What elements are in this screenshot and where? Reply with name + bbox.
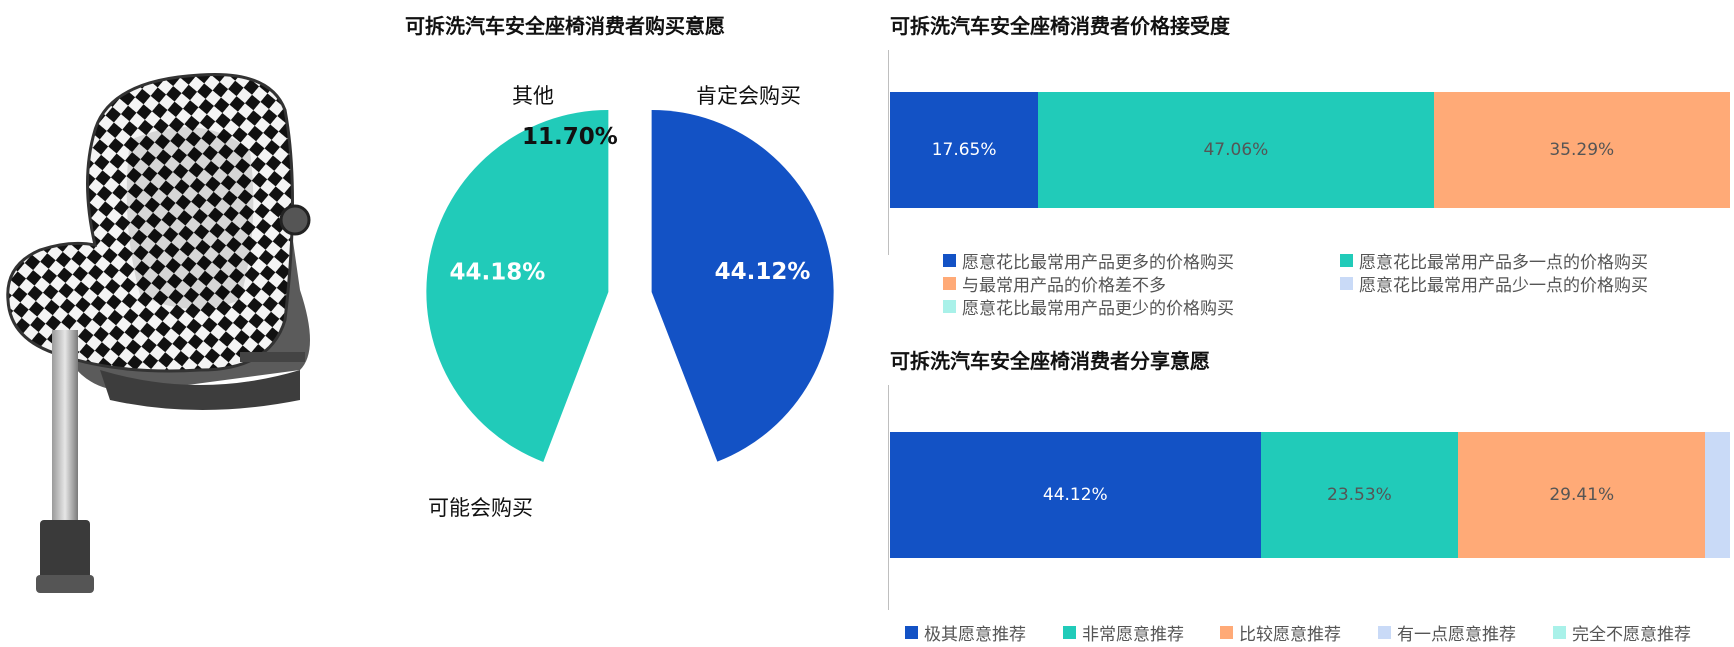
legend1-swatch-1: [1340, 254, 1353, 267]
legend1-label-2: 与最常用产品的价格差不多: [962, 276, 1166, 296]
legend2-item-0: 极其愿意推荐: [905, 620, 1026, 645]
legend1-swatch-3: [1340, 277, 1353, 290]
bar2-segment-0: 44.12%: [890, 432, 1261, 558]
bar1-segment-label-1: 47.06%: [1203, 140, 1269, 160]
pie-slice-0: [651, 109, 834, 462]
purchase-intent-pie: 44.12% 44.18%: [426, 109, 834, 462]
bar1-segment-label-0: 17.65%: [931, 140, 997, 160]
legend2-item-2: 比较愿意推荐: [1220, 620, 1341, 645]
share-willingness-bar: 44.12% 23.53% 29.41%: [890, 432, 1730, 558]
pie-slice-label-2: 44.18%: [450, 259, 546, 285]
legend2-swatch-2: [1220, 626, 1233, 639]
legend1-item-4: 愿意花比最常用产品更少的价格购买: [943, 294, 1234, 319]
bar1-segment-label-2: 35.29%: [1549, 140, 1615, 160]
legend2-swatch-1: [1063, 626, 1076, 639]
bar2-segment-2: 29.41%: [1458, 432, 1706, 558]
bar2-segment-3: [1705, 432, 1730, 558]
legend2-swatch-0: [905, 626, 918, 639]
bar1-segment-0: 17.65%: [890, 92, 1039, 208]
legend1-item-2: 与最常用产品的价格差不多: [943, 271, 1166, 296]
legend2-item-3: 有一点愿意推荐: [1378, 620, 1516, 645]
legend1-swatch-0: [943, 254, 956, 267]
legend2-swatch-3: [1378, 626, 1391, 639]
purchase-intent-title: 可拆洗汽车安全座椅消费者购买意愿: [405, 14, 725, 38]
legend2-label-1: 非常愿意推荐: [1082, 625, 1184, 645]
bar2-segment-1: 23.53%: [1260, 432, 1459, 558]
share-willingness-title: 可拆洗汽车安全座椅消费者分享意愿: [890, 349, 1210, 373]
pie-slice-2: [426, 109, 609, 462]
bar1-segment-1: 47.06%: [1038, 92, 1434, 208]
pie-label-definitely-buy: 肯定会购买: [696, 84, 801, 108]
bar2-segment-label-1: 23.53%: [1327, 485, 1392, 505]
pie-label-other: 其他: [512, 84, 554, 108]
legend2-item-4: 完全不愿意推荐: [1553, 620, 1691, 645]
share-axis-line: [888, 385, 889, 610]
legend1-item-1: 愿意花比最常用产品多一点的价格购买: [1340, 248, 1648, 273]
pie-label-maybe-buy: 可能会购买: [428, 496, 533, 520]
legend2-item-1: 非常愿意推荐: [1063, 620, 1184, 645]
legend2-label-0: 极其愿意推荐: [924, 625, 1026, 645]
legend2-label-3: 有一点愿意推荐: [1397, 625, 1516, 645]
price-axis-line: [888, 50, 889, 255]
pie-value-other: 11.70%: [522, 124, 618, 150]
legend1-swatch-4: [943, 300, 956, 313]
legend1-label-4: 愿意花比最常用产品更少的价格购买: [962, 299, 1234, 319]
price-acceptance-title: 可拆洗汽车安全座椅消费者价格接受度: [890, 14, 1230, 38]
legend1-label-0: 愿意花比最常用产品更多的价格购买: [962, 253, 1234, 273]
price-acceptance-bar: 17.65% 47.06% 35.29%: [890, 92, 1730, 208]
bar1-segment-2: 35.29%: [1433, 92, 1730, 208]
legend1-label-1: 愿意花比最常用产品多一点的价格购买: [1359, 253, 1648, 273]
pie-slice-label-0: 44.12%: [715, 259, 811, 285]
bar2-segment-label-2: 29.41%: [1549, 485, 1615, 505]
legend2-label-2: 比较愿意推荐: [1239, 625, 1341, 645]
bar2-segment-label-0: 44.12%: [1042, 485, 1108, 505]
legend2-label-4: 完全不愿意推荐: [1572, 625, 1691, 645]
legend1-label-3: 愿意花比最常用产品少一点的价格购买: [1359, 276, 1648, 296]
car-seat-illustration: [6, 72, 311, 593]
legend2-swatch-4: [1553, 626, 1566, 639]
legend1-item-0: 愿意花比最常用产品更多的价格购买: [943, 248, 1234, 273]
legend1-item-3: 愿意花比最常用产品少一点的价格购买: [1340, 271, 1648, 296]
legend1-swatch-2: [943, 277, 956, 290]
